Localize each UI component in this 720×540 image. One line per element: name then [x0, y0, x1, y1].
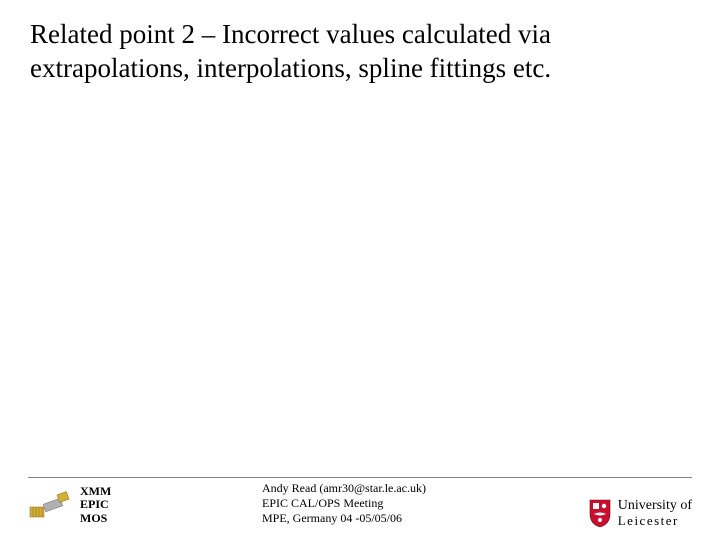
slide-title: Related point 2 – Incorrect values calcu… — [30, 18, 690, 86]
footer-left-block: XMM EPIC MOS — [28, 485, 111, 526]
footer: XMM EPIC MOS Andy Read (amr30@star.le.ac… — [0, 480, 720, 532]
footer-divider — [28, 477, 692, 478]
university-line1: University of — [618, 499, 692, 514]
footer-left-text: XMM EPIC MOS — [80, 485, 111, 526]
university-name: University of Leicester — [618, 499, 692, 527]
university-line2: Leicester — [618, 514, 692, 528]
footer-center-line2: EPIC CAL/OPS Meeting — [262, 496, 426, 511]
footer-center-line1: Andy Read (amr30@star.le.ac.uk) — [262, 481, 426, 496]
footer-right-block: University of Leicester — [588, 498, 692, 528]
satellite-icon — [28, 489, 70, 521]
footer-left-line1: XMM — [80, 485, 111, 499]
university-shield-icon — [588, 498, 612, 528]
footer-center-line3: MPE, Germany 04 -05/05/06 — [262, 511, 426, 526]
footer-center-block: Andy Read (amr30@star.le.ac.uk) EPIC CAL… — [262, 481, 426, 526]
slide: Related point 2 – Incorrect values calcu… — [0, 0, 720, 540]
footer-left-line3: MOS — [80, 512, 111, 526]
footer-left-line2: EPIC — [80, 498, 111, 512]
